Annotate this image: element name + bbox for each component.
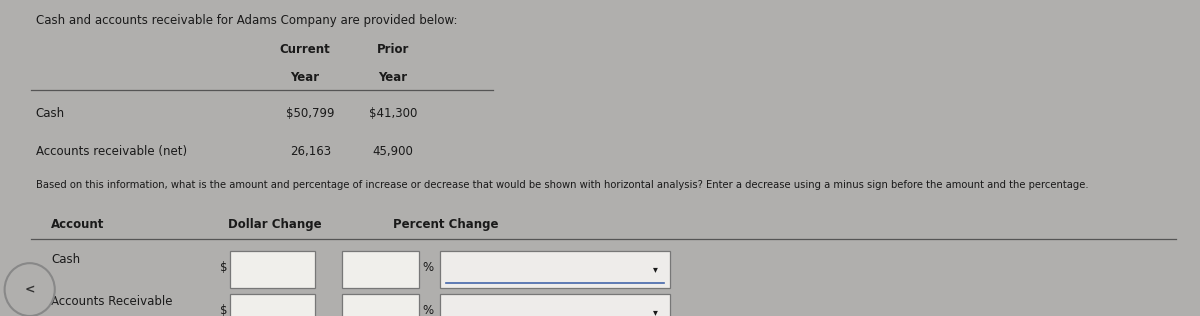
Text: Cash: Cash — [52, 253, 80, 266]
FancyBboxPatch shape — [440, 251, 670, 288]
Text: $41,300: $41,300 — [368, 107, 416, 120]
Text: 45,900: 45,900 — [372, 145, 413, 158]
Text: Current: Current — [280, 43, 330, 56]
Text: Accounts Receivable: Accounts Receivable — [52, 295, 173, 308]
Text: Accounts receivable (net): Accounts receivable (net) — [36, 145, 187, 158]
Text: ▾: ▾ — [653, 307, 658, 316]
FancyBboxPatch shape — [342, 251, 419, 288]
FancyBboxPatch shape — [440, 294, 670, 316]
FancyBboxPatch shape — [230, 251, 316, 288]
Text: %: % — [422, 304, 433, 316]
Text: $: $ — [220, 261, 227, 274]
Text: 26,163: 26,163 — [289, 145, 331, 158]
FancyBboxPatch shape — [230, 294, 316, 316]
Text: $50,799: $50,799 — [286, 107, 335, 120]
Text: Account: Account — [52, 218, 104, 231]
Text: ▾: ▾ — [653, 264, 658, 274]
Text: Based on this information, what is the amount and percentage of increase or decr: Based on this information, what is the a… — [36, 180, 1088, 190]
Text: <: < — [24, 283, 35, 296]
Text: Prior: Prior — [377, 43, 409, 56]
FancyBboxPatch shape — [342, 294, 419, 316]
Text: Dollar Change: Dollar Change — [228, 218, 322, 231]
Text: Cash: Cash — [36, 107, 65, 120]
Text: $: $ — [220, 304, 227, 316]
Text: %: % — [422, 261, 433, 274]
Text: Year: Year — [290, 71, 319, 84]
Text: Cash and accounts receivable for Adams Company are provided below:: Cash and accounts receivable for Adams C… — [36, 14, 457, 27]
Text: Percent Change: Percent Change — [392, 218, 498, 231]
Text: Year: Year — [378, 71, 407, 84]
